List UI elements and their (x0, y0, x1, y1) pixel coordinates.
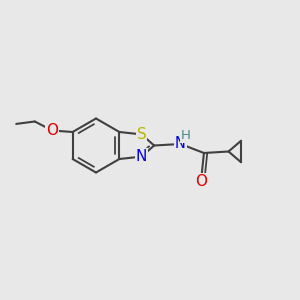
Text: S: S (136, 127, 146, 142)
Text: O: O (46, 123, 58, 138)
Text: N: N (175, 136, 186, 152)
Text: O: O (196, 174, 208, 189)
Text: N: N (136, 149, 147, 164)
Text: H: H (181, 129, 191, 142)
